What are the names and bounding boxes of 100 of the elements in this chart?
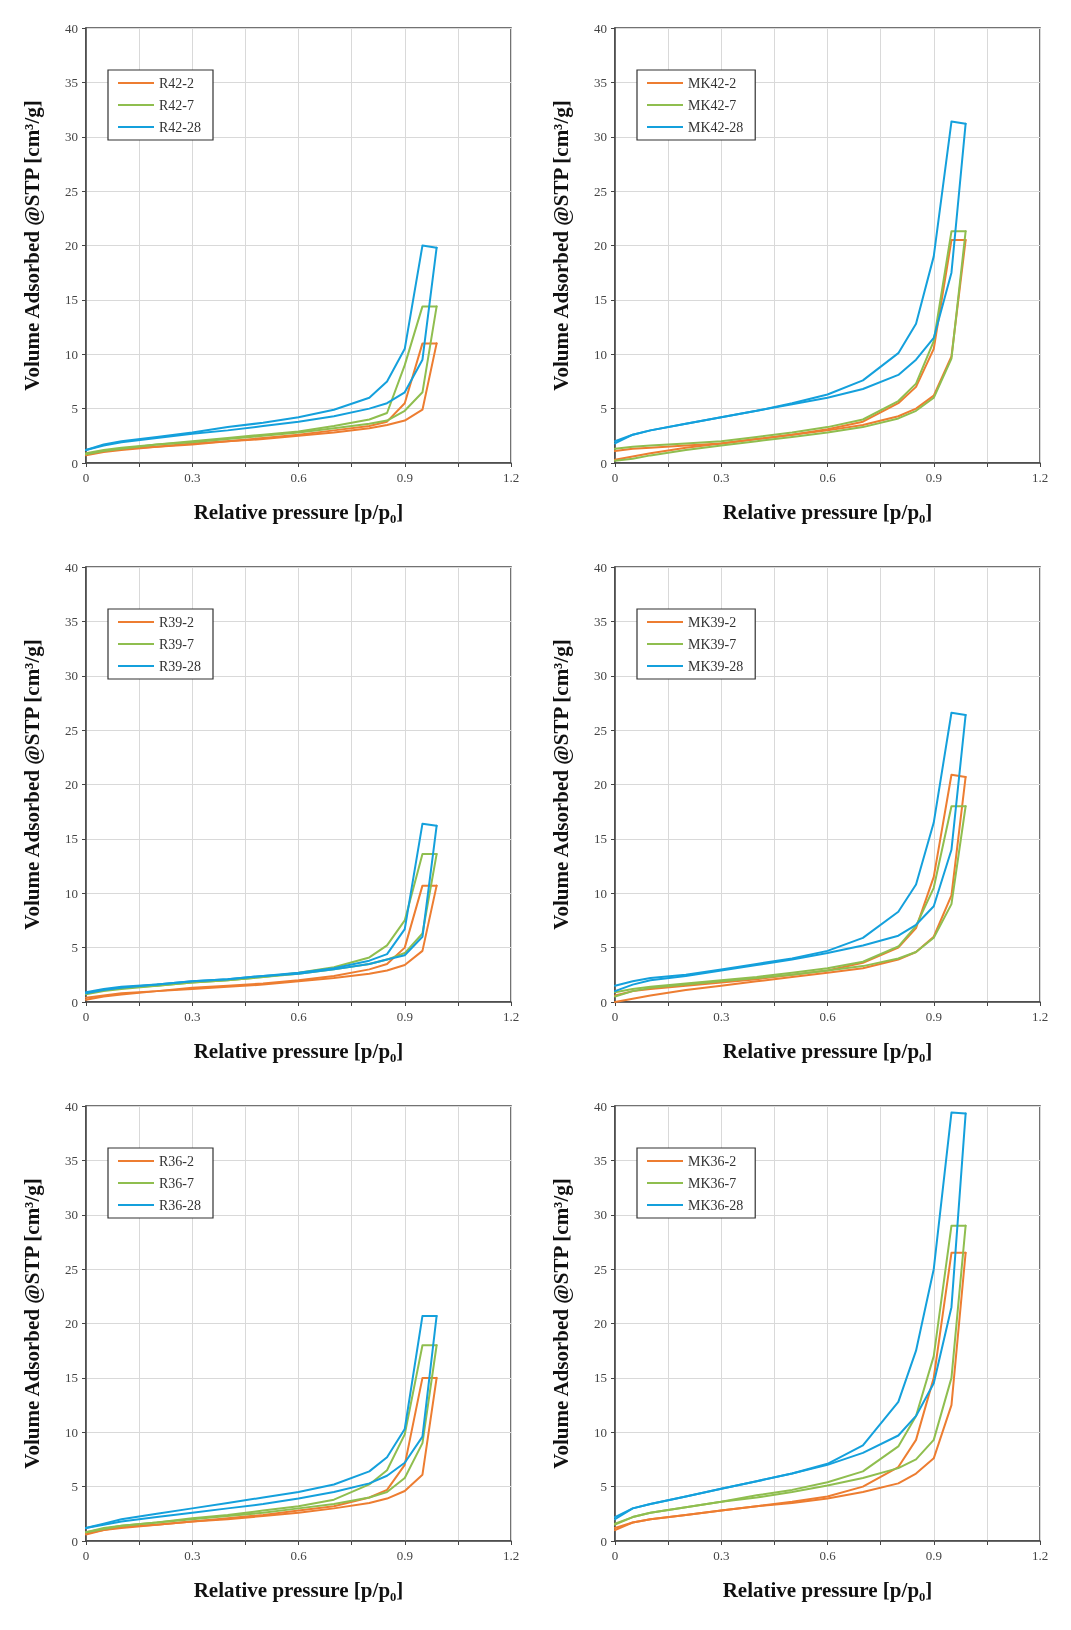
y-tick-label: 35	[65, 613, 78, 629]
y-tick-label: 40	[65, 20, 78, 36]
y-tick-label: 20	[594, 777, 607, 792]
x-tick-label: 0.6	[290, 1548, 308, 1563]
x-axis-title: Relative pressure [p/p₀]	[722, 499, 933, 524]
x-tick-label: 0.9	[396, 1548, 413, 1563]
x-tick-label: 0.9	[925, 1009, 942, 1024]
x-tick-label: 0.6	[819, 1548, 837, 1563]
x-tick-label: 0	[611, 1009, 619, 1024]
y-tick-label: 10	[594, 1424, 607, 1440]
y-tick-label: 15	[65, 292, 78, 308]
y-tick-label: 25	[594, 183, 607, 199]
y-tick-label: 0	[71, 1533, 78, 1549]
x-tick-label: 0.3	[713, 1009, 730, 1024]
y-tick-label: 25	[65, 183, 78, 199]
x-tick-label: 0.9	[396, 1009, 413, 1024]
y-tick-label: 25	[65, 1261, 78, 1277]
y-tick-label: 35	[65, 74, 78, 90]
x-tick-label: 0.6	[290, 1009, 308, 1024]
y-tick-label: 10	[65, 346, 78, 362]
legend-label: R42-28	[159, 119, 201, 135]
x-tick-label: 0.6	[819, 1009, 837, 1024]
y-tick-label: 5	[71, 401, 78, 417]
x-tick-label: 0.3	[184, 470, 201, 485]
y-tick-label: 20	[594, 238, 607, 253]
x-axis-title: Relative pressure [p/p₀]	[193, 1577, 404, 1602]
y-tick-label: 5	[71, 1479, 78, 1495]
y-tick-label: 0	[600, 994, 607, 1010]
y-axis-title: Volume Adsorbed @STP [cm³/g]	[548, 639, 573, 930]
x-tick-label: 1.2	[502, 470, 520, 485]
x-tick-label: 0	[82, 470, 90, 485]
legend-label: MK42-7	[688, 97, 737, 113]
legend-label: R39-28	[159, 658, 201, 674]
y-tick-label: 30	[594, 1207, 607, 1223]
y-tick-label: 15	[594, 1370, 607, 1386]
y-tick-label: 30	[594, 668, 607, 684]
x-tick-label: 0.3	[713, 470, 730, 485]
y-tick-label: 25	[594, 722, 607, 738]
x-tick-label: 0	[611, 1548, 619, 1563]
x-tick-label: 1.2	[502, 1009, 520, 1024]
legend-label: MK39-2	[688, 614, 737, 630]
legend-label: R36-2	[159, 1153, 194, 1169]
legend-label: MK42-2	[688, 75, 737, 91]
y-axis-title: Volume Adsorbed @STP [cm³/g]	[548, 100, 573, 391]
y-tick-label: 5	[600, 1479, 607, 1495]
y-tick-label: 0	[600, 455, 607, 471]
y-tick-label: 25	[65, 722, 78, 738]
x-tick-label: 0.9	[925, 1548, 942, 1563]
legend-label: MK36-7	[688, 1175, 737, 1191]
y-tick-label: 15	[65, 831, 78, 847]
legend-label: R42-7	[159, 97, 194, 113]
y-tick-label: 10	[594, 346, 607, 362]
legend-label: MK36-2	[688, 1153, 737, 1169]
legend-label: R39-2	[159, 614, 194, 630]
y-tick-label: 30	[65, 668, 78, 684]
y-tick-label: 15	[65, 1370, 78, 1386]
y-axis-title: Volume Adsorbed @STP [cm³/g]	[19, 1178, 44, 1469]
legend-label: R39-7	[159, 636, 194, 652]
y-tick-label: 35	[594, 613, 607, 629]
y-tick-label: 30	[65, 129, 78, 145]
x-tick-label: 0.6	[819, 470, 837, 485]
x-tick-label: 0	[82, 1548, 90, 1563]
y-tick-label: 5	[600, 401, 607, 417]
legend-label: MK39-7	[688, 636, 737, 652]
x-tick-label: 1.2	[502, 1548, 520, 1563]
y-axis-title: Volume Adsorbed @STP [cm³/g]	[19, 100, 44, 391]
y-tick-label: 0	[600, 1533, 607, 1549]
y-tick-label: 35	[594, 1152, 607, 1168]
y-tick-label: 35	[594, 74, 607, 90]
y-tick-label: 10	[65, 885, 78, 901]
y-tick-label: 30	[65, 1207, 78, 1223]
x-tick-label: 1.2	[1031, 470, 1049, 485]
x-tick-label: 0.3	[184, 1009, 201, 1024]
x-tick-label: 0.3	[184, 1548, 201, 1563]
x-axis-title: Relative pressure [p/p₀]	[193, 1038, 404, 1063]
y-axis-title: Volume Adsorbed @STP [cm³/g]	[19, 639, 44, 930]
legend-label: MK42-28	[688, 119, 744, 135]
x-tick-label: 1.2	[1031, 1009, 1049, 1024]
y-tick-label: 40	[594, 559, 607, 575]
y-tick-label: 30	[594, 129, 607, 145]
y-tick-label: 10	[594, 885, 607, 901]
x-axis-title: Relative pressure [p/p₀]	[722, 1577, 933, 1602]
y-axis-title: Volume Adsorbed @STP [cm³/g]	[548, 1178, 573, 1469]
y-tick-label: 20	[65, 777, 78, 792]
x-tick-label: 0	[82, 1009, 90, 1024]
x-axis-title: Relative pressure [p/p₀]	[722, 1038, 933, 1063]
legend-label: MK39-28	[688, 658, 744, 674]
x-tick-label: 0.6	[290, 470, 308, 485]
legend-label: R36-28	[159, 1197, 201, 1213]
x-axis-title: Relative pressure [p/p₀]	[193, 499, 404, 524]
x-tick-label: 1.2	[1031, 1548, 1049, 1563]
legend-label: R36-7	[159, 1175, 194, 1191]
x-tick-label: 0.9	[396, 470, 413, 485]
y-tick-label: 40	[594, 1098, 607, 1114]
legend-label: MK36-28	[688, 1197, 744, 1213]
y-tick-label: 40	[65, 559, 78, 575]
y-tick-label: 20	[65, 238, 78, 253]
y-tick-label: 5	[71, 940, 78, 956]
y-tick-label: 25	[594, 1261, 607, 1277]
x-tick-label: 0	[611, 470, 619, 485]
